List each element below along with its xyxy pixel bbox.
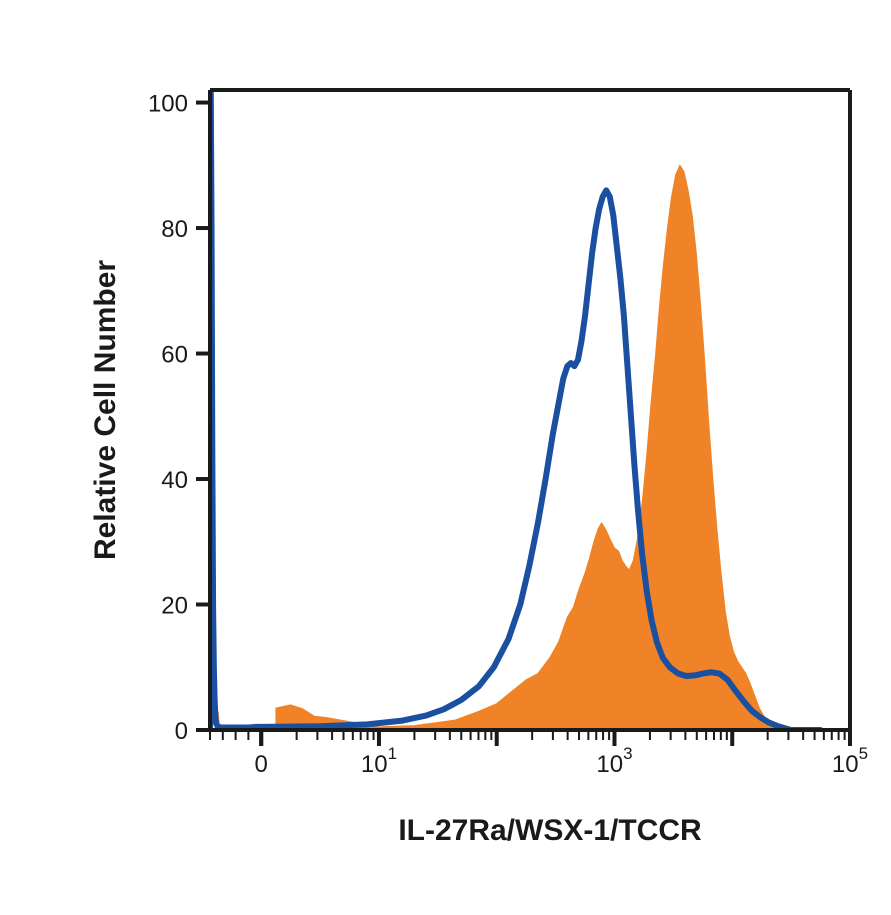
y-tick-label: 80 — [161, 216, 188, 243]
y-tick-label: 60 — [161, 342, 188, 369]
flow-cytometry-histogram: 0204060801000101103105Relative Cell Numb… — [0, 0, 891, 915]
y-axis-label: Relative Cell Number — [89, 260, 122, 560]
y-tick-label: 20 — [161, 593, 188, 620]
x-axis-label: IL-27Ra/WSX-1/TCCR — [398, 814, 702, 847]
y-tick-label: 100 — [148, 91, 188, 118]
chart-svg: 0204060801000101103105Relative Cell Numb… — [0, 0, 891, 915]
y-tick-label: 40 — [161, 467, 188, 494]
y-tick-label: 0 — [175, 718, 188, 745]
x-tick-label: 0 — [255, 751, 268, 778]
